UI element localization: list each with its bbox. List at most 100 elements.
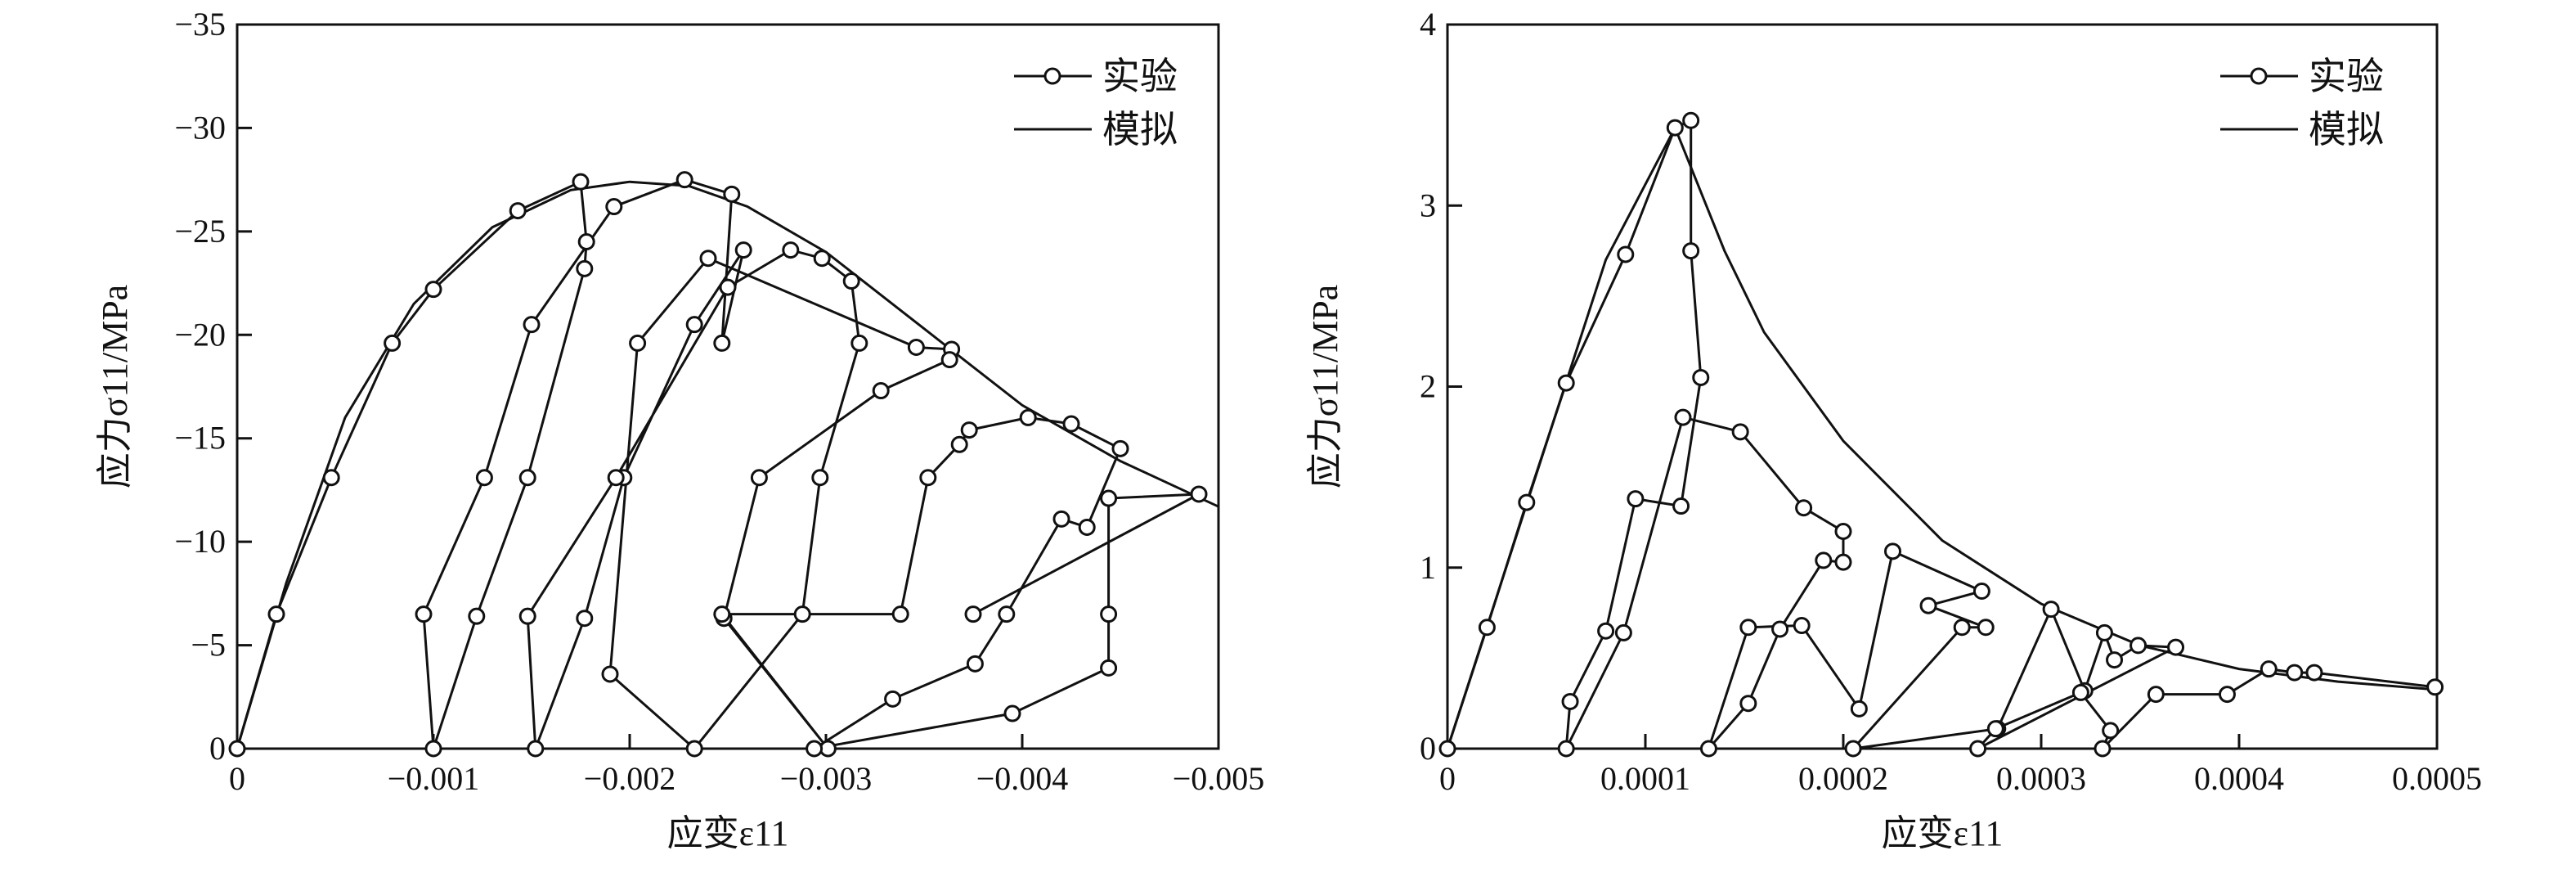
experiment-point xyxy=(2218,686,2236,704)
x-tick-label: 0 xyxy=(229,760,245,797)
experiment-point xyxy=(475,469,493,487)
experiment-point xyxy=(2147,686,2165,704)
experiment-point xyxy=(1557,374,1575,392)
experiment-point xyxy=(509,202,527,220)
x-tick-label: −0.004 xyxy=(976,760,1069,797)
legend-marker-experiment xyxy=(1043,67,1061,85)
experiment-point xyxy=(1111,439,1129,457)
x-tick-label: 0.0004 xyxy=(2194,760,2284,797)
experiment-point xyxy=(601,665,619,683)
experiment-point xyxy=(1771,620,1789,638)
experiment-point xyxy=(1834,523,1852,540)
experiment-point xyxy=(675,171,693,189)
experiment-point xyxy=(1884,542,1901,560)
experiment-point xyxy=(685,316,703,334)
experiment-point xyxy=(2305,664,2323,682)
experiment-point xyxy=(1682,242,1700,260)
experiment-point xyxy=(1518,493,1536,511)
legend-label-simulation: 模拟 xyxy=(2309,109,2384,151)
experiment-point xyxy=(1969,740,1987,758)
y-tick-label: −15 xyxy=(174,420,226,457)
experiment-point xyxy=(2286,664,2304,682)
plot-frame xyxy=(236,23,1220,750)
experiment-point xyxy=(322,469,340,487)
experiment-point xyxy=(518,607,536,625)
y-tick-label: 2 xyxy=(1420,368,1436,405)
experiment-point xyxy=(891,605,909,623)
x-axis-label: 应变ε11 xyxy=(667,813,789,853)
experiment-point xyxy=(572,173,590,191)
experiment-point xyxy=(2102,722,2120,740)
experiment-point xyxy=(2094,740,2112,758)
experiment-point xyxy=(1627,490,1645,508)
y-axis-label: 应力σ11/MPa xyxy=(95,285,135,488)
experiment-point xyxy=(1019,408,1037,426)
legend-marker-experiment xyxy=(2250,67,2268,85)
experiment-point xyxy=(919,469,937,487)
experiment-point xyxy=(1561,692,1579,710)
y-tick-label: 1 xyxy=(1420,549,1436,586)
plot-frame xyxy=(1446,23,2439,750)
y-tick-label: −10 xyxy=(174,523,226,560)
x-tick-label: −0.002 xyxy=(584,760,676,797)
experiment-point xyxy=(819,740,837,758)
experiment-point xyxy=(950,435,968,453)
experiment-point xyxy=(424,281,442,299)
x-tick-label: −0.003 xyxy=(780,760,873,797)
y-axis-label: 应力σ11/MPa xyxy=(1305,285,1345,488)
experiment-point xyxy=(1692,368,1710,386)
x-tick-label: −0.005 xyxy=(1173,760,1265,797)
series-simulation-line xyxy=(236,180,1219,749)
legend-label-simulation: 模拟 xyxy=(1102,109,1178,151)
x-tick-label: −0.001 xyxy=(388,760,480,797)
experiment-point xyxy=(1739,695,1757,713)
y-tick-label: −20 xyxy=(174,316,226,353)
experiment-point xyxy=(228,740,246,758)
experiment-point xyxy=(1815,551,1833,569)
experiment-point xyxy=(527,740,545,758)
experiment-point xyxy=(1674,408,1692,426)
experiment-point xyxy=(2260,660,2278,678)
experiment-point xyxy=(576,610,594,628)
experiment-point xyxy=(793,605,811,623)
experiment-point xyxy=(907,338,925,356)
x-tick-label: 0.0001 xyxy=(1600,760,1690,797)
stress-strain-chart-right: 0 0.0001 0.0002 0.0003 0.0004 0.0005 0 1 2 3 4 应变ε1… xyxy=(1305,6,2482,853)
y-tick-label: −30 xyxy=(174,109,226,146)
experiment-point xyxy=(723,185,741,203)
experiment-point xyxy=(806,740,824,758)
experiment-point xyxy=(940,351,958,369)
series-experiment-line xyxy=(236,178,1200,751)
experiment-point xyxy=(872,382,890,400)
stress-strain-chart-left: 0 −0.001 −0.002 −0.003 −0.004 −0.005 0 −5 −10 −15… xyxy=(95,6,1264,853)
experiment-point xyxy=(1078,518,1096,536)
experiment-point xyxy=(813,250,831,268)
experiment-point xyxy=(1100,605,1118,623)
experiment-point xyxy=(713,605,731,623)
y-tick-label: 4 xyxy=(1420,6,1436,43)
experiment-point xyxy=(1597,622,1615,640)
experiment-point xyxy=(1682,111,1700,129)
y-tick-label: 0 xyxy=(1420,730,1436,767)
y-tick-label: −35 xyxy=(174,6,226,43)
experiment-point xyxy=(1666,119,1684,137)
experiment-point xyxy=(1977,619,1995,637)
y-tick-label: 3 xyxy=(1420,187,1436,223)
experiment-point xyxy=(2167,638,2185,656)
experiment-point xyxy=(998,605,1016,623)
experiment-point xyxy=(1795,499,1813,517)
experiment-point xyxy=(1617,245,1635,263)
x-tick-label: 0.0005 xyxy=(2392,760,2482,797)
experiment-point xyxy=(964,605,982,623)
experiment-point xyxy=(267,605,285,623)
experiment-point xyxy=(577,233,595,250)
experiment-point xyxy=(1699,740,1717,758)
x-tick-label: 0.0002 xyxy=(1798,760,1888,797)
experiment-point xyxy=(966,655,984,673)
experiment-point xyxy=(384,334,402,352)
experiment-point xyxy=(1731,423,1749,441)
experiment-point xyxy=(960,421,978,439)
experiment-point xyxy=(2071,683,2089,701)
experiment-point xyxy=(2129,637,2147,655)
experiment-point xyxy=(750,469,768,487)
